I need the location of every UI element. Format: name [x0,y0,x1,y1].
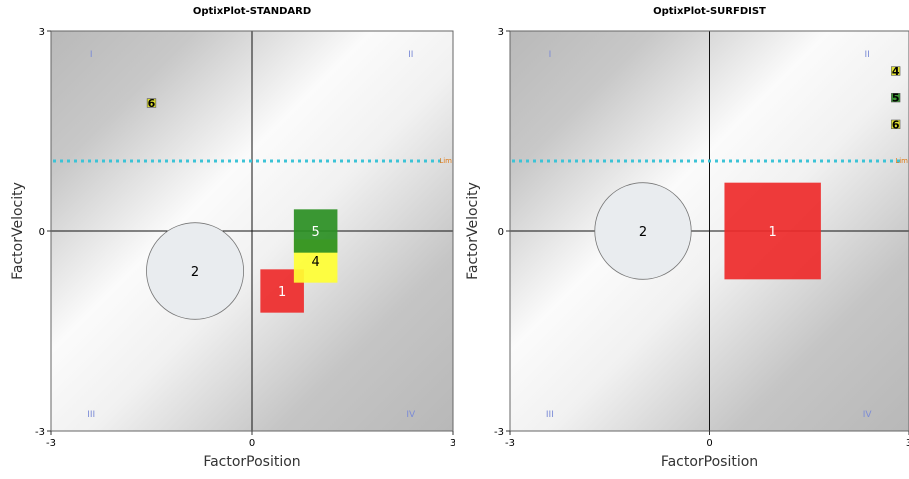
point-label: 1 [278,285,286,300]
y-axis-label: FactorVelocity [465,182,481,280]
limit-line-label: Lim [895,157,908,165]
x-axis-label: FactorPosition [661,454,758,470]
x-tick-label: 3 [906,438,909,449]
y-tick-label: 0 [39,227,45,238]
point-square[interactable] [891,93,901,103]
quadrant-label: III [87,410,95,420]
x-axis-label: FactorPosition [203,454,300,470]
y-axis-label: FactorVelocity [10,182,26,280]
point-square[interactable] [293,209,338,253]
points-layer: 2 1 4 5 6 [146,97,338,320]
point-square[interactable] [724,182,821,280]
quadrant-label: IV [406,410,416,420]
chart-panel-standard: OptixPlot-STANDARD Lim I II III IV -3 0 3 3 0 -3 Fac… [10,6,455,470]
point-square[interactable] [146,98,157,108]
quadrant-label: IV [863,410,873,420]
x-tick-label: 0 [249,438,255,449]
points-layer: 1 2 4 5 6 [594,65,901,280]
point-square[interactable] [891,66,901,76]
point-circle[interactable] [594,182,692,280]
chart-title: OptixPlot-STANDARD [193,6,311,17]
point-label: 1 [769,225,777,240]
quadrant-label: III [546,410,554,420]
point-label: 2 [639,225,647,240]
y-tick-label: 0 [498,227,504,238]
y-tick-label: -3 [35,427,45,438]
quadrant-label: I [90,50,93,60]
point-label: 6 [148,97,156,110]
x-tick-label: 3 [450,438,455,449]
point-label: 4 [312,255,320,270]
point-label: 4 [892,65,900,78]
limit-line-label: Lim [439,157,452,165]
chart-panel-surfdist: OptixPlot-SURFDISTLimIIIIIIIV-30330-3Fac… [455,0,909,479]
x-tick-label: 0 [706,438,712,449]
point-label: 6 [892,118,900,131]
quadrant-label: I [549,50,552,60]
x-tick-label: -3 [505,438,515,449]
point-circle[interactable] [146,222,245,320]
chart-title: OptixPlot-SURFDIST [653,6,766,17]
chart-surfdist: OptixPlot-SURFDISTLimIIIIIIIV-30330-3Fac… [465,6,909,470]
quadrant-label: II [864,50,869,60]
point-label: 5 [892,92,900,105]
y-tick-label: -3 [494,427,504,438]
y-tick-label: 3 [498,27,504,38]
x-tick-label: -3 [46,438,56,449]
y-tick-label: 3 [39,27,45,38]
point-label: 5 [312,225,320,240]
quadrant-label: II [408,50,413,60]
point-square[interactable] [891,119,901,129]
point-label: 2 [191,265,199,280]
